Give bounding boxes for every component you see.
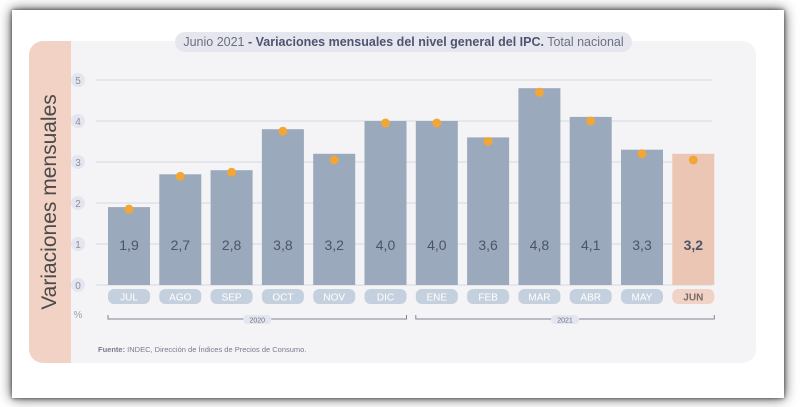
- marker-point: [329, 155, 339, 165]
- bar: [108, 207, 150, 285]
- y-tick-badge: [71, 196, 85, 210]
- data-label: 2,7: [171, 237, 191, 253]
- data-label: 4,1: [581, 237, 601, 253]
- bar: [313, 153, 356, 285]
- marker-point: [175, 171, 185, 181]
- source-label: Fuente:: [98, 345, 126, 354]
- bar: [518, 88, 561, 285]
- y-tick-label: 3: [75, 158, 81, 169]
- marker-point: [278, 126, 288, 136]
- data-label: 4,0: [376, 237, 396, 253]
- category-pill: [621, 289, 663, 304]
- category-label: FEB: [478, 293, 498, 304]
- marker-point: [124, 204, 134, 214]
- source-note: Fuente: INDEC, Dirección de Índices de P…: [98, 345, 306, 354]
- y-tick-badge: [71, 237, 85, 251]
- category-pill: [313, 289, 356, 304]
- marker-point: [227, 167, 237, 177]
- category-label: ENE: [427, 293, 448, 304]
- source-text: INDEC, Dirección de Índices de Precios d…: [125, 345, 307, 354]
- bar: [415, 121, 458, 285]
- year-label: 2020: [249, 318, 265, 325]
- y-tick-badge: [71, 114, 85, 128]
- bar: [210, 170, 253, 285]
- y-tick-label: 2: [75, 199, 81, 210]
- data-label: 4,8: [530, 237, 550, 253]
- category-label: MAY: [632, 293, 653, 304]
- y-tick-badge: [71, 73, 85, 87]
- data-label: 3,2: [324, 237, 344, 253]
- title-main: Variaciones mensuales del nivel general …: [255, 35, 544, 49]
- category-label: SEP: [222, 293, 242, 304]
- bar: [159, 174, 202, 285]
- data-label: 3,6: [478, 237, 498, 253]
- marker-point: [637, 149, 647, 159]
- y-unit-label: %: [74, 310, 83, 321]
- y-tick-label: 1: [75, 240, 81, 251]
- y-tick-badge: [71, 155, 85, 169]
- bar: [467, 137, 510, 285]
- data-label: 3,3: [632, 237, 652, 253]
- marker-point: [483, 137, 493, 146]
- category-label: AGO: [169, 293, 191, 304]
- bar: [672, 153, 715, 285]
- year-label: 2021: [557, 318, 573, 325]
- category-pill: [518, 289, 561, 304]
- marker-point: [586, 116, 596, 126]
- data-label: 1,9: [119, 237, 139, 253]
- title-scope: Total nacional: [543, 35, 624, 49]
- category-pill: [210, 289, 253, 304]
- category-pill: [672, 289, 715, 304]
- title-separator: -: [244, 35, 256, 49]
- chart-title: Junio 2021 - Variaciones mensuales del n…: [175, 32, 632, 52]
- title-date: Junio 2021: [183, 35, 245, 49]
- category-label: JUN: [683, 293, 703, 304]
- marker-point: [688, 155, 698, 165]
- year-pill: [243, 315, 272, 324]
- y-tick-label: 5: [75, 76, 81, 87]
- category-label: OCT: [272, 293, 293, 304]
- category-pill: [159, 289, 202, 304]
- category-pill: [415, 289, 458, 304]
- bar: [621, 149, 663, 285]
- category-pill: [467, 289, 510, 304]
- year-pill: [551, 315, 580, 324]
- bar: [261, 129, 304, 285]
- marker-point: [534, 87, 544, 97]
- data-label: 2,8: [222, 237, 242, 253]
- category-label: ABR: [580, 293, 601, 304]
- y-tick-badge: [71, 278, 85, 292]
- y-axis-label-band: [29, 41, 71, 363]
- data-label: 4,0: [427, 237, 447, 253]
- y-tick-label: 0: [75, 281, 81, 292]
- category-pill: [569, 289, 612, 304]
- category-label: NOV: [323, 293, 345, 304]
- category-pill: [108, 289, 150, 304]
- marker-point: [432, 118, 442, 128]
- bar: [569, 116, 612, 286]
- data-label: 3,8: [273, 237, 293, 253]
- data-label: 3,2: [684, 237, 704, 253]
- category-label: JUL: [120, 293, 138, 304]
- y-tick-label: 4: [75, 117, 81, 128]
- category-pill: [364, 289, 407, 304]
- category-pill: [261, 289, 304, 304]
- marker-point: [381, 118, 390, 128]
- bar: [364, 121, 407, 285]
- category-label: DIC: [377, 293, 394, 304]
- category-label: MAR: [528, 293, 550, 304]
